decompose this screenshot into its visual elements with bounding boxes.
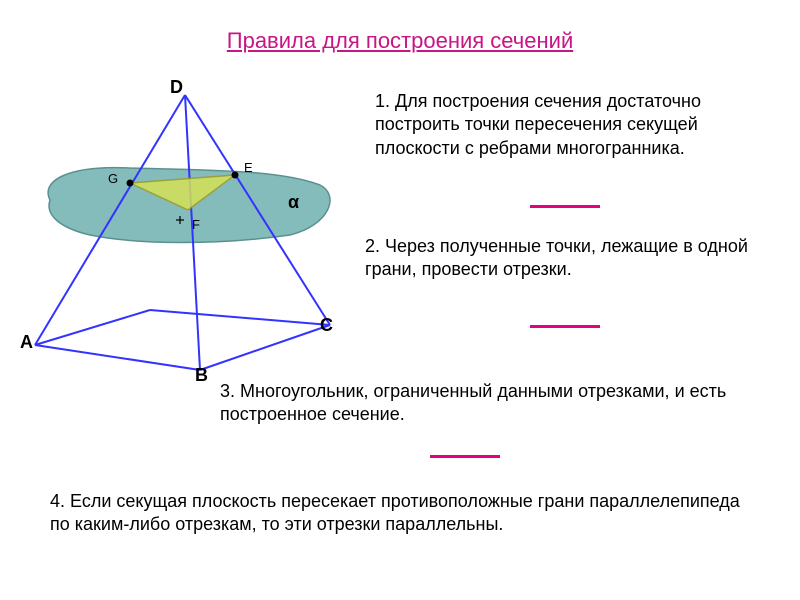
accent-line-3: [430, 455, 500, 458]
point-G: [127, 180, 134, 187]
rule-2-text: Через полученные точки, лежащие в одной …: [365, 236, 748, 279]
page-title: Правила для построения сечений: [227, 28, 573, 54]
accent-line-2: [530, 325, 600, 328]
label-G: G: [108, 171, 118, 186]
diagram-tetrahedron-section: D A B C G E F α: [20, 70, 360, 380]
rule-3: 3. Многоугольник, ограниченный данными о…: [220, 380, 760, 427]
rule-3-num: 3.: [220, 381, 235, 401]
geometry-svg: [20, 70, 360, 380]
rule-2-num: 2.: [365, 236, 380, 256]
label-B: B: [195, 365, 208, 386]
label-A: A: [20, 332, 33, 353]
label-D: D: [170, 77, 183, 98]
rule-4-text: Если секущая плоскость пересекает против…: [50, 491, 740, 534]
label-E: E: [244, 160, 253, 175]
rule-4-num: 4.: [50, 491, 65, 511]
rule-2: 2. Через полученные точки, лежащие в одн…: [365, 235, 765, 282]
label-alpha: α: [288, 192, 299, 213]
rule-3-text: Многоугольник, ограниченный данными отре…: [220, 381, 726, 424]
rule-1-text: Для построения сечения достаточно постро…: [375, 91, 701, 158]
rule-4: 4. Если секущая плоскость пересекает про…: [50, 490, 750, 537]
accent-line-1: [530, 205, 600, 208]
label-F: F: [192, 217, 200, 232]
point-E: [232, 172, 239, 179]
label-C: C: [320, 315, 333, 336]
rule-1-num: 1.: [375, 91, 390, 111]
rule-1: 1. Для построения сечения достаточно пос…: [375, 90, 775, 160]
